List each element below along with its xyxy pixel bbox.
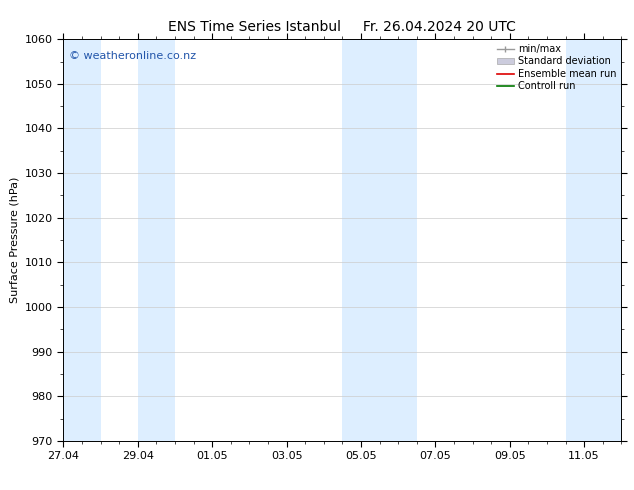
Bar xyxy=(63,39,101,441)
Bar xyxy=(566,39,621,441)
Text: © weatheronline.co.nz: © weatheronline.co.nz xyxy=(69,51,196,61)
Bar xyxy=(342,39,417,441)
Legend: min/max, Standard deviation, Ensemble mean run, Controll run: min/max, Standard deviation, Ensemble me… xyxy=(494,41,619,94)
Y-axis label: Surface Pressure (hPa): Surface Pressure (hPa) xyxy=(10,177,19,303)
Bar xyxy=(138,39,175,441)
Title: ENS Time Series Istanbul     Fr. 26.04.2024 20 UTC: ENS Time Series Istanbul Fr. 26.04.2024 … xyxy=(169,20,516,34)
